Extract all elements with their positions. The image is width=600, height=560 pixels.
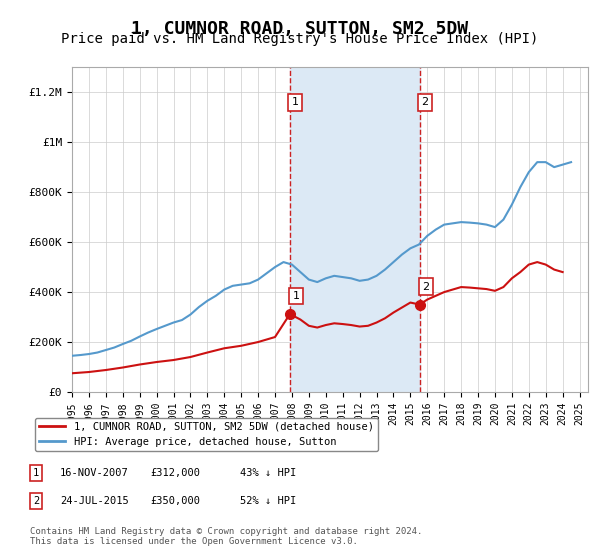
Legend: 1, CUMNOR ROAD, SUTTON, SM2 5DW (detached house), HPI: Average price, detached h: 1, CUMNOR ROAD, SUTTON, SM2 5DW (detache… (35, 418, 378, 451)
Text: 43% ↓ HPI: 43% ↓ HPI (240, 468, 296, 478)
Text: 2: 2 (422, 282, 430, 292)
Text: 2: 2 (33, 496, 39, 506)
Bar (290, 67, 419, 392)
Text: 16-NOV-2007: 16-NOV-2007 (60, 468, 129, 478)
Text: £350,000: £350,000 (150, 496, 200, 506)
Text: 1, CUMNOR ROAD, SUTTON, SM2 5DW: 1, CUMNOR ROAD, SUTTON, SM2 5DW (131, 20, 469, 38)
Text: 52% ↓ HPI: 52% ↓ HPI (240, 496, 296, 506)
Text: 2: 2 (421, 97, 428, 107)
Text: Contains HM Land Registry data © Crown copyright and database right 2024.
This d: Contains HM Land Registry data © Crown c… (30, 526, 422, 546)
Text: 1: 1 (33, 468, 39, 478)
Text: 24-JUL-2015: 24-JUL-2015 (60, 496, 129, 506)
Text: Price paid vs. HM Land Registry's House Price Index (HPI): Price paid vs. HM Land Registry's House … (61, 32, 539, 46)
Text: 1: 1 (292, 291, 299, 301)
Text: 1: 1 (292, 97, 299, 107)
Text: £312,000: £312,000 (150, 468, 200, 478)
